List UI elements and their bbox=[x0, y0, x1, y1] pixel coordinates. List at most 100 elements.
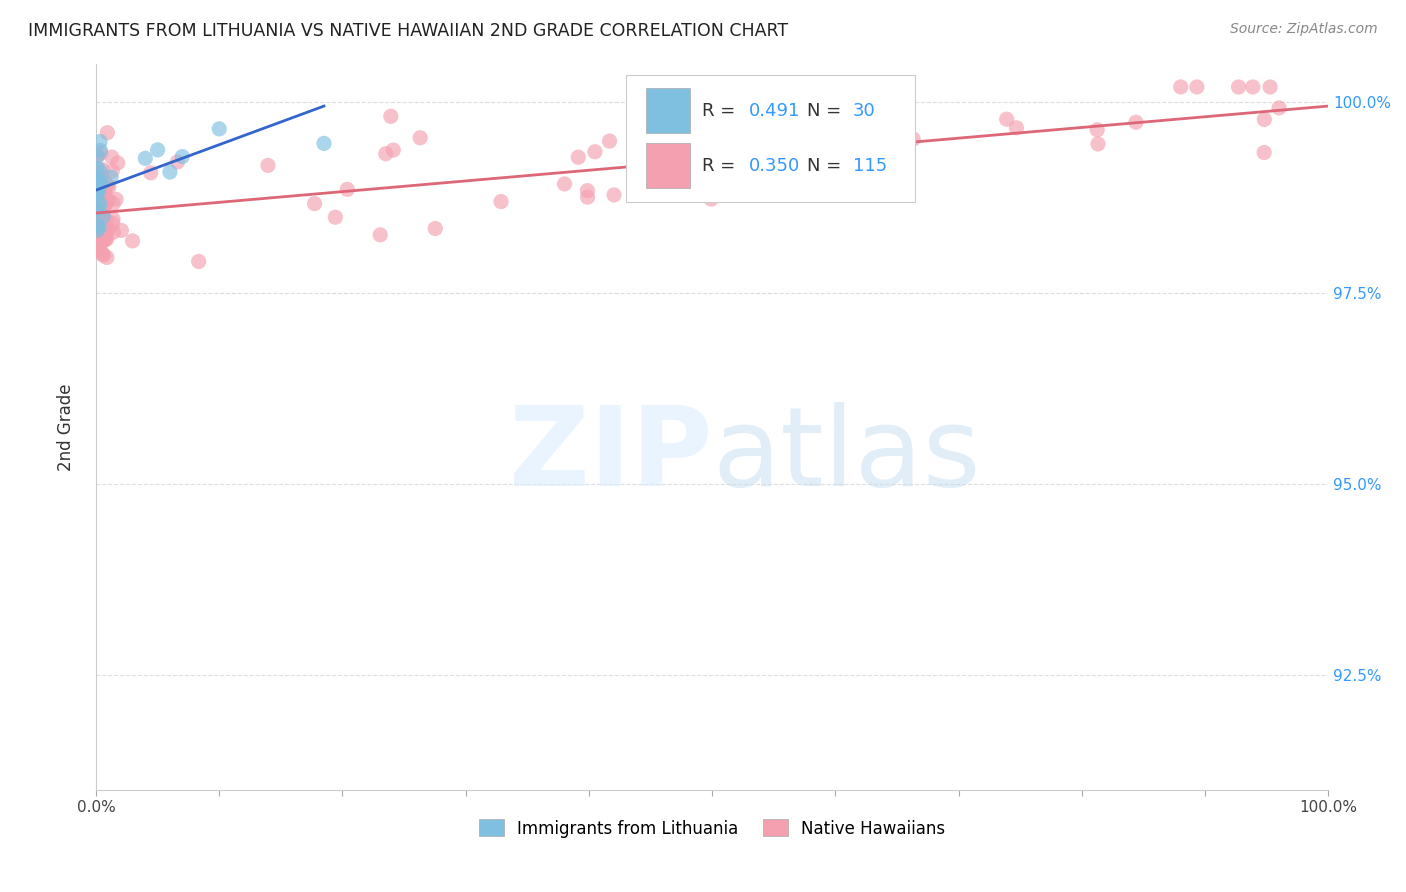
Point bbox=[97, 222, 120, 236]
Point bbox=[208, 121, 231, 136]
Point bbox=[489, 194, 512, 209]
Point bbox=[100, 150, 122, 164]
Point bbox=[693, 115, 716, 129]
Point bbox=[86, 233, 108, 247]
Point bbox=[172, 150, 194, 164]
Point bbox=[87, 183, 110, 197]
Point bbox=[94, 227, 117, 241]
Point bbox=[90, 215, 112, 229]
Point bbox=[679, 175, 702, 189]
Point bbox=[425, 221, 447, 235]
Point bbox=[671, 133, 693, 147]
Point bbox=[100, 169, 122, 184]
Point bbox=[995, 112, 1018, 127]
Point bbox=[86, 223, 108, 237]
Text: 115: 115 bbox=[852, 157, 887, 175]
Point bbox=[1241, 80, 1264, 95]
Point bbox=[90, 170, 112, 185]
Point bbox=[89, 144, 111, 158]
Point bbox=[576, 190, 599, 204]
Point bbox=[86, 197, 108, 211]
Point bbox=[110, 223, 132, 237]
Text: 0.350: 0.350 bbox=[749, 157, 800, 175]
Point bbox=[96, 126, 118, 140]
Point bbox=[1087, 136, 1109, 151]
Point bbox=[1227, 80, 1250, 95]
Point bbox=[87, 201, 110, 215]
Point bbox=[89, 232, 111, 246]
Point bbox=[1185, 80, 1208, 95]
Point bbox=[90, 244, 112, 259]
Point bbox=[91, 208, 114, 222]
Point bbox=[101, 164, 124, 178]
Point bbox=[89, 198, 111, 212]
Point bbox=[93, 174, 115, 188]
Point bbox=[583, 145, 606, 159]
Point bbox=[89, 197, 111, 211]
Point bbox=[90, 231, 112, 245]
Point bbox=[101, 211, 124, 226]
Point bbox=[103, 196, 125, 211]
Text: ZIP: ZIP bbox=[509, 402, 711, 509]
Point bbox=[89, 183, 111, 197]
Point bbox=[96, 225, 118, 239]
Point bbox=[86, 161, 108, 176]
Point bbox=[96, 194, 118, 209]
Point bbox=[87, 212, 110, 227]
Point bbox=[554, 177, 576, 191]
Point bbox=[87, 223, 110, 237]
Point bbox=[86, 186, 108, 201]
Point bbox=[879, 104, 901, 119]
Text: IMMIGRANTS FROM LITHUANIA VS NATIVE HAWAIIAN 2ND GRADE CORRELATION CHART: IMMIGRANTS FROM LITHUANIA VS NATIVE HAWA… bbox=[28, 22, 789, 40]
Point bbox=[96, 251, 118, 265]
Point bbox=[86, 178, 108, 192]
Text: Source: ZipAtlas.com: Source: ZipAtlas.com bbox=[1230, 22, 1378, 37]
Point bbox=[865, 123, 887, 137]
Point bbox=[91, 228, 114, 243]
Point bbox=[86, 242, 108, 256]
FancyBboxPatch shape bbox=[626, 75, 915, 202]
Point bbox=[90, 198, 112, 212]
Legend: Immigrants from Lithuania, Native Hawaiians: Immigrants from Lithuania, Native Hawaii… bbox=[472, 813, 952, 844]
Text: N =: N = bbox=[807, 102, 841, 120]
Point bbox=[87, 194, 110, 209]
Point bbox=[101, 216, 124, 230]
Point bbox=[86, 177, 108, 191]
Text: N =: N = bbox=[807, 157, 841, 175]
Point bbox=[1253, 145, 1275, 160]
FancyBboxPatch shape bbox=[645, 144, 690, 188]
Point bbox=[567, 150, 589, 164]
Point bbox=[96, 196, 118, 211]
Point bbox=[93, 185, 115, 199]
Point bbox=[134, 152, 156, 166]
Point bbox=[93, 248, 115, 262]
Point bbox=[86, 170, 108, 185]
Point bbox=[91, 162, 114, 177]
Point bbox=[90, 180, 112, 194]
Point bbox=[94, 233, 117, 247]
Point bbox=[139, 166, 162, 180]
Point bbox=[87, 199, 110, 213]
Point bbox=[89, 181, 111, 195]
Text: 0.491: 0.491 bbox=[749, 102, 800, 120]
Point bbox=[1253, 112, 1275, 127]
Point bbox=[89, 163, 111, 178]
Point bbox=[90, 177, 112, 191]
Point bbox=[368, 227, 391, 242]
Point bbox=[97, 193, 120, 207]
Point bbox=[700, 192, 723, 206]
Point bbox=[86, 202, 108, 217]
Point bbox=[96, 213, 118, 227]
Point bbox=[599, 134, 621, 148]
Point bbox=[86, 225, 108, 239]
Point bbox=[257, 158, 280, 172]
Point bbox=[86, 202, 108, 217]
Point bbox=[374, 146, 396, 161]
Point bbox=[89, 219, 111, 234]
Point bbox=[103, 225, 125, 239]
Point bbox=[87, 241, 110, 255]
Point bbox=[645, 114, 668, 128]
Point bbox=[86, 184, 108, 198]
Point bbox=[93, 200, 115, 214]
Point bbox=[86, 209, 108, 223]
